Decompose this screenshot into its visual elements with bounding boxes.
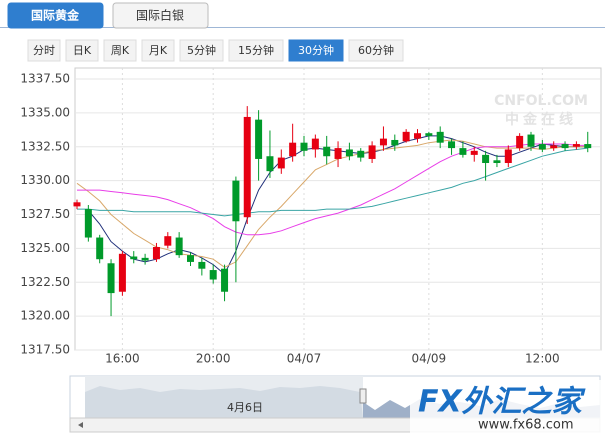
candle-body (550, 145, 558, 149)
tab[interactable] (7, 2, 104, 29)
y-tick-label: 1325.00 (20, 241, 70, 255)
candle-body (504, 149, 512, 164)
candle-body (482, 154, 490, 164)
candle-body (221, 268, 229, 292)
candle-body (118, 253, 126, 292)
candle-body (470, 150, 478, 155)
period-label[interactable]: 5分钟 (187, 43, 216, 57)
candle-body (311, 138, 319, 150)
y-tick-label: 1332.50 (20, 139, 70, 153)
candle-body (175, 237, 183, 256)
y-tick-label: 1330.00 (20, 173, 70, 187)
candle-body (152, 247, 160, 260)
candle-body (572, 144, 580, 147)
logo-url: www.fx68.com (478, 418, 574, 433)
period-buttons: 分时 日K 周K 月K 5分钟 15分钟 30分钟 60分钟 (27, 39, 404, 62)
candle-body (425, 133, 433, 136)
y-tick-label: 1327.50 (20, 207, 70, 221)
navigator-label: 4月6日 (227, 401, 263, 414)
period-label[interactable]: 分时 (33, 44, 55, 57)
tab-label[interactable]: 国际黄金 (31, 8, 80, 23)
candle-body (198, 261, 206, 269)
y-tick-label: 1320.00 (20, 309, 70, 323)
period-label[interactable]: 60分钟 (358, 43, 394, 57)
ma-line (77, 147, 588, 217)
watermark: CNFOL.COM (494, 93, 588, 109)
candle-body (402, 131, 410, 142)
candle-body (584, 144, 592, 149)
candle-body (289, 142, 297, 157)
period-label[interactable]: 30分钟 (298, 43, 334, 57)
logo: FX外汇之家 (418, 385, 586, 420)
period-label[interactable]: 日K (73, 44, 92, 57)
candle-body (84, 209, 92, 238)
navigator-area (85, 386, 363, 418)
candle-body (164, 236, 172, 246)
candle-body (300, 142, 308, 151)
scroll-left[interactable] (78, 422, 83, 428)
candle-body (379, 138, 387, 146)
period-button[interactable] (103, 39, 137, 62)
candle-body (448, 141, 456, 149)
candle-body (561, 144, 569, 149)
candle-body (334, 148, 342, 159)
candle-body (436, 131, 444, 143)
navigator-handle[interactable] (359, 388, 367, 404)
candle-body (255, 119, 263, 159)
candle-body (527, 134, 535, 147)
x-tick-label: 04/09 (412, 352, 447, 366)
candle-body (516, 135, 524, 149)
candle-body (130, 256, 138, 260)
candle-body (243, 116, 251, 218)
watermark: 中金在线 (505, 111, 577, 128)
candle-body (391, 139, 399, 146)
y-tick-label: 1317.50 (20, 343, 70, 357)
tab[interactable] (112, 2, 209, 29)
candle-body (357, 150, 365, 158)
period-label[interactable]: 周K (111, 44, 130, 57)
period-button[interactable] (65, 39, 99, 62)
x-tick-label: 12:00 (525, 352, 560, 366)
candle-body (73, 202, 81, 207)
candle-body (368, 145, 376, 159)
candle-body (493, 160, 501, 164)
candle-body (538, 144, 546, 150)
candle-body (107, 263, 115, 294)
period-label[interactable]: 月K (149, 44, 168, 57)
candle-body (414, 133, 421, 139)
candle-body (187, 255, 194, 262)
candle-body (209, 270, 217, 280)
period-button[interactable] (179, 39, 224, 62)
candle-body (459, 148, 467, 155)
candle-body (96, 237, 104, 260)
period-button[interactable] (141, 39, 175, 62)
candle-body (141, 257, 149, 261)
candle-body (232, 180, 240, 222)
x-tick-label: 16:00 (105, 352, 140, 366)
logo-bg (410, 380, 605, 436)
candle-body (345, 149, 353, 157)
x-tick-label: 04/07 (287, 352, 322, 366)
period-button[interactable] (228, 39, 284, 62)
period-button[interactable] (27, 39, 61, 62)
marks (73, 106, 592, 317)
y-tick-label: 1337.50 (20, 72, 70, 86)
y-tick-label: 1322.50 (20, 275, 70, 289)
ma-line (77, 143, 588, 236)
period-button[interactable] (288, 39, 344, 62)
x-tick-label: 20:00 (196, 352, 231, 366)
period-label[interactable]: 15分钟 (238, 43, 274, 57)
ma-line (76, 139, 588, 268)
period-button[interactable] (348, 39, 404, 62)
tab-label[interactable]: 国际白银 (136, 8, 184, 23)
candle-body (266, 156, 274, 172)
candle-body (277, 157, 285, 169)
candle-body (323, 146, 331, 157)
y-tick-label: 1335.00 (20, 105, 70, 119)
